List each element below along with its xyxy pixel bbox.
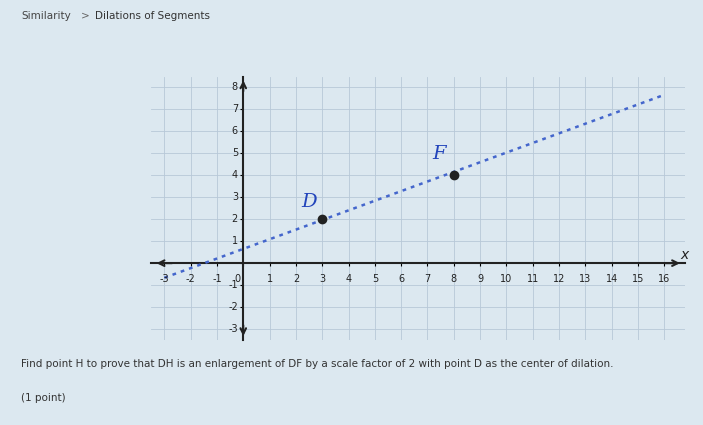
Text: -3: -3 (160, 274, 169, 284)
Text: -3: -3 (228, 324, 238, 334)
Text: 2: 2 (292, 274, 299, 284)
Text: 8: 8 (451, 274, 457, 284)
Text: -1: -1 (228, 280, 238, 290)
Text: 7: 7 (232, 105, 238, 114)
Text: 15: 15 (632, 274, 644, 284)
Text: -2: -2 (228, 302, 238, 312)
Text: 3: 3 (319, 274, 325, 284)
Text: 10: 10 (501, 274, 512, 284)
Text: 5: 5 (232, 148, 238, 159)
Text: 14: 14 (605, 274, 618, 284)
Text: 13: 13 (579, 274, 591, 284)
Text: -2: -2 (186, 274, 195, 284)
Text: Similarity: Similarity (21, 11, 71, 21)
Text: Find point H to prove that DH is an enlargement of DF by a scale factor of 2 wit: Find point H to prove that DH is an enla… (21, 359, 614, 369)
Text: 12: 12 (553, 274, 565, 284)
Text: Dilations of Segments: Dilations of Segments (95, 11, 210, 21)
Text: 0: 0 (235, 274, 240, 284)
Text: 11: 11 (527, 274, 539, 284)
Text: 6: 6 (398, 274, 404, 284)
Text: D: D (301, 193, 317, 211)
Text: 4: 4 (232, 170, 238, 180)
Text: 2: 2 (232, 214, 238, 224)
Text: 9: 9 (477, 274, 483, 284)
Text: -1: -1 (212, 274, 221, 284)
Text: F: F (433, 145, 446, 163)
Text: 4: 4 (345, 274, 352, 284)
Text: 1: 1 (232, 236, 238, 246)
Text: 8: 8 (232, 82, 238, 93)
Text: 16: 16 (658, 274, 671, 284)
Text: 5: 5 (372, 274, 378, 284)
Text: 1: 1 (266, 274, 273, 284)
Text: 7: 7 (425, 274, 431, 284)
Text: 6: 6 (232, 126, 238, 136)
Text: >: > (81, 11, 89, 21)
Text: x: x (680, 249, 688, 263)
Text: 3: 3 (232, 192, 238, 202)
Text: (1 point): (1 point) (21, 393, 65, 403)
